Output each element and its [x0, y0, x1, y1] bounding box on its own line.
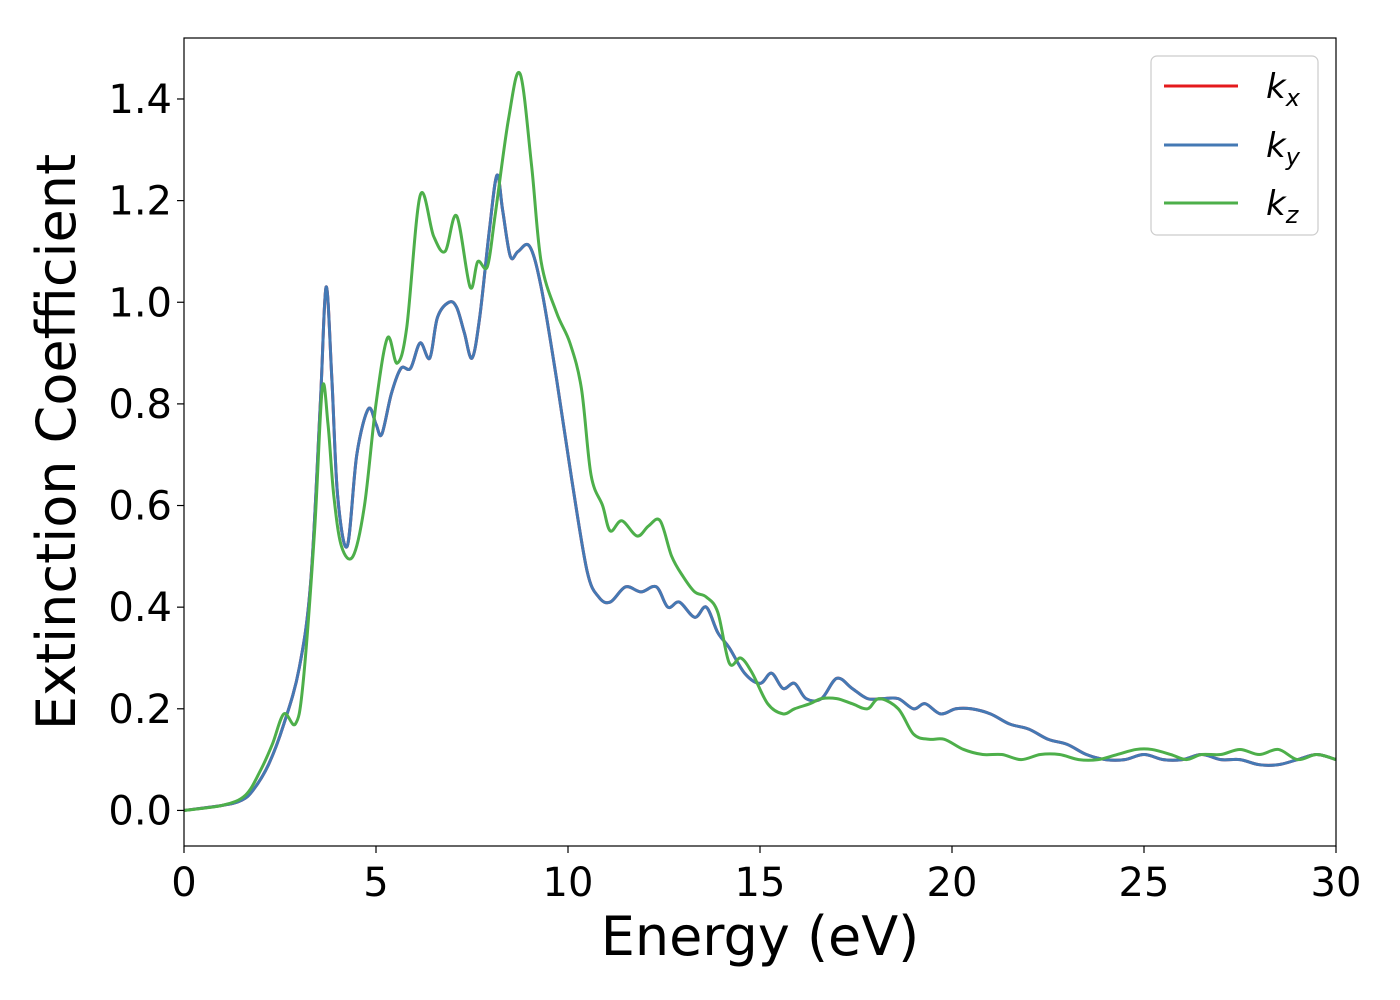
x-tick-label: 25 — [1119, 860, 1170, 906]
series-line-kz — [184, 70, 1336, 812]
x-axis: 0 5 10 15 20 25 30 — [171, 846, 1361, 906]
y-tick-label: 1.2 — [108, 179, 172, 225]
x-axis-title: Energy (eV) — [601, 905, 920, 968]
legend-label-ky: ky — [1266, 126, 1301, 171]
y-tick-label: 0.8 — [108, 382, 172, 428]
series-line-ky — [184, 173, 1336, 812]
x-tick-label: 5 — [363, 860, 388, 906]
x-tick-label: 10 — [543, 860, 594, 906]
y-axis-title: Extinction Coefficient — [25, 154, 88, 730]
y-tick-label: 0.4 — [108, 585, 172, 631]
y-axis: 0.0 0.2 0.4 0.6 0.8 1.0 1.2 1.4 — [108, 77, 184, 834]
y-tick-label: 1.0 — [108, 280, 172, 326]
y-tick-label: 0.6 — [108, 484, 172, 530]
series-layer — [184, 70, 1336, 812]
x-tick-label: 0 — [171, 860, 196, 906]
y-tick-label: 1.4 — [108, 77, 172, 123]
x-tick-label: 30 — [1311, 860, 1362, 906]
x-tick-label: 15 — [735, 860, 786, 906]
legend-label-kz: kz — [1266, 184, 1300, 229]
legend: kx ky kz — [1150, 55, 1319, 236]
x-tick-label: 20 — [927, 860, 978, 906]
legend-label-kx: kx — [1266, 67, 1301, 112]
y-tick-label: 0.2 — [108, 687, 172, 733]
y-tick-label: 0.0 — [108, 788, 172, 834]
